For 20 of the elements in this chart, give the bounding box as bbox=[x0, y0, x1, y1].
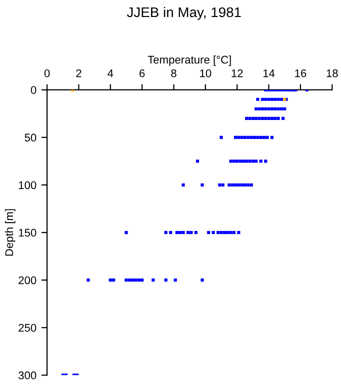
x-axis-title: Temperature [°C] bbox=[148, 55, 231, 66]
x-tick-label: 16 bbox=[295, 69, 306, 78]
y-tick-label: 150 bbox=[18, 228, 36, 237]
x-tick-label: 12 bbox=[232, 69, 243, 78]
y-tick-label: 0 bbox=[30, 86, 36, 94]
x-tick-label: 10 bbox=[200, 69, 212, 78]
x-tick-label: 6 bbox=[140, 69, 145, 78]
chart-title: JJEB in May, 1981 bbox=[126, 6, 241, 20]
x-tick-label: 2 bbox=[76, 69, 82, 78]
y-tick-label: 250 bbox=[18, 324, 36, 332]
x-tick-label: 8 bbox=[171, 69, 176, 78]
y-axis-title: Depth [m] bbox=[4, 209, 16, 256]
x-tick-label: 4 bbox=[108, 69, 114, 78]
x-tick-label: 14 bbox=[263, 69, 275, 78]
y-tick-label: 200 bbox=[18, 276, 36, 284]
y-tick-label: 50 bbox=[24, 134, 36, 142]
y-tick-label: 300 bbox=[18, 371, 36, 380]
x-tick-label: 0 bbox=[44, 69, 50, 78]
y-tick-label: 100 bbox=[18, 181, 36, 190]
x-tick-label: 18 bbox=[326, 69, 338, 78]
